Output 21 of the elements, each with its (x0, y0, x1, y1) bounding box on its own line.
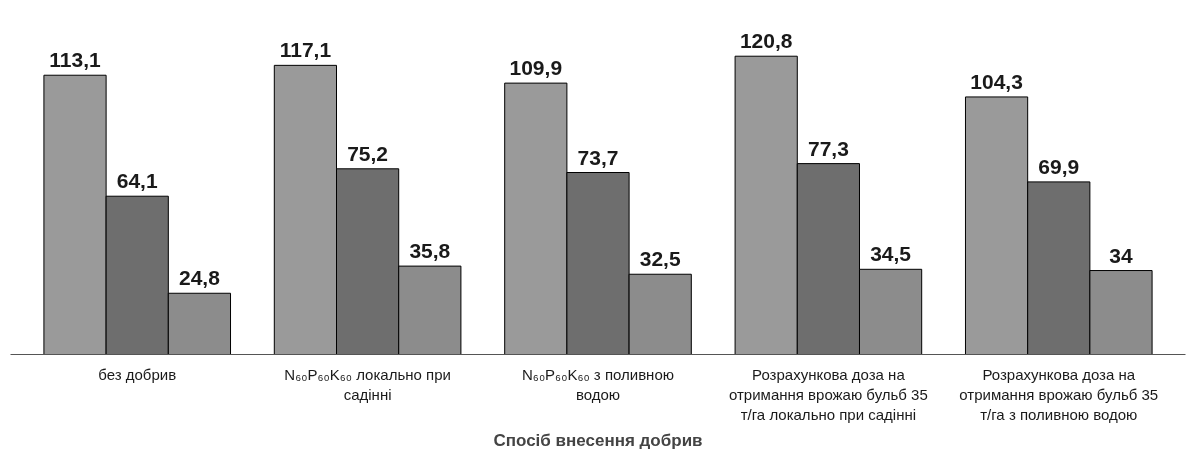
data-label: 32,5 (639, 247, 681, 271)
x-tick-label: N₆₀P₆₀K₆₀ локально при садінні (284, 365, 451, 403)
data-label: 75,2 (347, 141, 389, 165)
data-label: 69,9 (1038, 154, 1080, 178)
x-tick-label: Розрахункова доза на отримання врожаю бульб 35 т/га з поливною водою (959, 365, 1159, 424)
data-label: 117,1 (279, 38, 332, 62)
data-label: 77,3 (807, 136, 849, 160)
data-label: 24,8 (178, 266, 221, 290)
data-label: 113,1 (49, 48, 102, 72)
data-label: 73,7 (577, 145, 619, 169)
data-label: 109,9 (509, 56, 563, 80)
data-label: 104,3 (970, 69, 1023, 93)
x-tick-label: Розрахункова доза на отримання врожаю бульб 35 т/га локально при садінні (728, 365, 928, 424)
data-label: 64,1 (116, 169, 158, 193)
x-tick-label: N₆₀P₆₀K₆₀ з поливною водою (522, 365, 674, 403)
x-axis-title: Спосіб внесення добрив (493, 431, 703, 451)
x-tick-label: без добрив (98, 365, 177, 383)
data-label: 34 (1109, 243, 1133, 267)
data-label: 35,8 (409, 239, 451, 263)
data-label: 120,8 (739, 29, 793, 53)
data-label: 34,5 (870, 242, 912, 266)
